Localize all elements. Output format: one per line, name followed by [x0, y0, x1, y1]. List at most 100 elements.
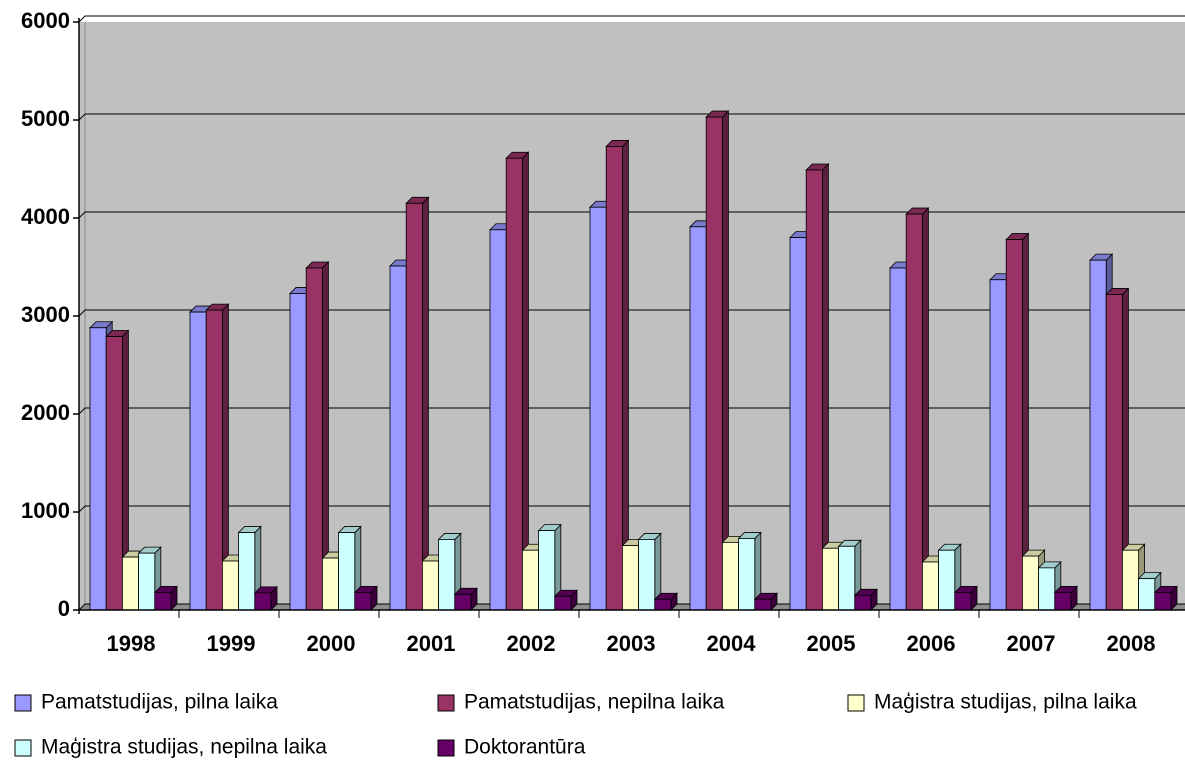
- x-tick-label: 2007: [1007, 631, 1056, 656]
- bar-3d: [437, 532, 462, 611]
- bar-3d: [253, 585, 278, 611]
- bar: [254, 592, 272, 611]
- bar-side: [421, 196, 429, 611]
- bar-3d: [1037, 560, 1062, 611]
- bar: [1022, 555, 1040, 611]
- bar: [854, 594, 872, 611]
- bar: [722, 541, 740, 611]
- bar-side: [622, 139, 629, 611]
- bar: [321, 557, 339, 611]
- bar-3d: [653, 592, 678, 611]
- bar: [705, 116, 723, 611]
- bar-3d: [705, 110, 730, 611]
- bar: [138, 552, 156, 611]
- x-tick-label: 1999: [207, 631, 256, 656]
- bar-3d: [205, 303, 230, 611]
- legend-swatch: [437, 739, 455, 757]
- bar: [354, 591, 372, 611]
- bar-3d: [405, 196, 430, 611]
- bar: [1122, 549, 1140, 611]
- bar: [538, 530, 556, 611]
- bar: [622, 545, 640, 611]
- y-tick-label: 6000: [21, 8, 70, 33]
- x-tick-label: 2005: [807, 631, 856, 656]
- bar: [389, 265, 407, 611]
- bar-3d: [153, 585, 178, 611]
- bar: [205, 309, 223, 611]
- y-tick-label: 0: [58, 596, 70, 621]
- bar: [154, 591, 172, 611]
- bar: [889, 267, 907, 611]
- bar: [454, 593, 472, 611]
- grid-line: [78, 113, 1185, 121]
- x-tick-label: 2006: [907, 631, 956, 656]
- bar-3d: [1005, 232, 1030, 611]
- bar: [689, 226, 707, 611]
- bar: [238, 532, 256, 611]
- legend-label: Maģistra studijas, pilna laika: [874, 691, 1137, 714]
- x-tick-label: 2002: [507, 631, 556, 656]
- legend-swatch: [847, 694, 865, 712]
- bar-side: [722, 110, 729, 611]
- x-tick-label: 1998: [107, 631, 156, 656]
- y-tick-label: 3000: [21, 302, 70, 327]
- bar: [405, 202, 423, 611]
- bar-side: [522, 151, 529, 611]
- bar: [838, 545, 856, 611]
- bar-3d: [753, 592, 778, 611]
- y-tick-label: 5000: [21, 106, 70, 131]
- bar: [421, 560, 439, 611]
- x-tick-label: 2004: [707, 631, 757, 656]
- bar-3d: [1153, 585, 1178, 611]
- bar: [1138, 578, 1156, 611]
- grid-line: [78, 15, 1185, 23]
- bar-3d: [353, 585, 378, 611]
- bar-3d: [605, 139, 630, 611]
- bar-3d: [537, 523, 562, 611]
- bar: [505, 157, 523, 611]
- bar-3d: [737, 531, 762, 611]
- bar: [805, 169, 823, 611]
- legend-swatch: [437, 694, 455, 712]
- x-tick-label: 2000: [307, 631, 356, 656]
- bar: [338, 532, 356, 611]
- bar: [789, 237, 807, 611]
- y-tick-label: 1000: [21, 498, 70, 523]
- bar-3d: [853, 588, 878, 611]
- bar-3d: [453, 587, 478, 611]
- bar-3d: [505, 151, 530, 611]
- bar-3d: [1053, 585, 1078, 611]
- bar: [489, 229, 507, 611]
- y-tick-label: 2000: [21, 400, 70, 425]
- x-tick-label: 2003: [607, 631, 656, 656]
- bar-3d: [953, 585, 978, 611]
- bar: [189, 311, 207, 611]
- bar: [1105, 294, 1123, 611]
- x-tick-label: 2008: [1107, 631, 1156, 656]
- x-tick-label: 2001: [407, 631, 456, 656]
- bar-3d: [553, 589, 578, 611]
- legend-label: Pamatstudijas, pilna laika: [41, 691, 278, 714]
- bar: [1038, 567, 1056, 611]
- legend-label: Pamatstudijas, nepilna laika: [464, 691, 725, 714]
- legend-label: Maģistra studijas, nepilna laika: [41, 736, 327, 759]
- bar: [989, 279, 1007, 611]
- bar: [522, 549, 540, 611]
- bar: [905, 213, 923, 611]
- bar: [738, 538, 756, 611]
- bar: [554, 595, 572, 611]
- bar: [89, 327, 107, 611]
- bar: [1089, 259, 1107, 611]
- bar-3d: [805, 163, 830, 611]
- bar: [938, 549, 956, 611]
- bar: [105, 336, 123, 611]
- legend-label: Doktorantūra: [464, 736, 586, 759]
- bar: [1054, 591, 1072, 611]
- bar: [438, 539, 456, 611]
- bar: [289, 293, 307, 611]
- bar: [1005, 239, 1023, 611]
- bar: [589, 206, 607, 611]
- bar: [122, 556, 140, 611]
- legend-swatch: [14, 739, 32, 757]
